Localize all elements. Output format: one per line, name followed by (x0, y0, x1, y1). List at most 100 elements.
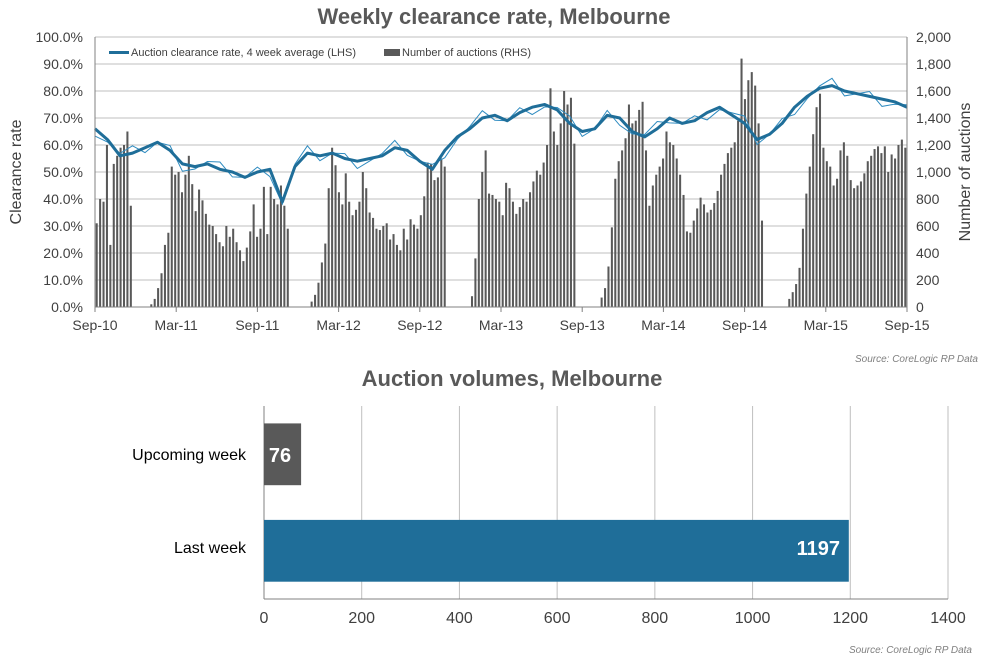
auction-bar (259, 228, 262, 307)
auction-bar (187, 155, 190, 307)
auction-bar (699, 197, 702, 307)
x-tick-label: Mar-12 (316, 317, 361, 333)
auction-bar (900, 139, 903, 307)
auction-bar (631, 123, 634, 308)
auction-bar (102, 201, 105, 307)
auction-bar (235, 242, 238, 307)
clearance-average-line (94, 84, 908, 204)
auction-bar (716, 190, 719, 307)
auction-bar (279, 185, 282, 307)
left-tick-label: 30.0% (43, 218, 83, 234)
auction-bar (805, 193, 808, 307)
auction-bar (600, 297, 603, 307)
x-tick-label: Sep-10 (72, 317, 117, 333)
auction-bar (150, 304, 153, 307)
auction-bar (747, 80, 750, 307)
left-axis-tick-labels: 0.0% 10.0% 20.0% 30.0% 40.0% 50.0% 60.0% 70.0% 8… (36, 29, 83, 315)
auction-bar (163, 244, 166, 307)
clearance-chart: Weekly clearance rate, Melbourne 0.0% 10.… (8, 4, 978, 365)
auction-bar (726, 153, 729, 307)
auction-bar (904, 147, 907, 307)
auction-bar (276, 204, 279, 307)
auction-bar (484, 150, 487, 307)
auction-bar (180, 192, 184, 307)
auction-bar (286, 228, 289, 307)
auction-bar (153, 298, 156, 307)
auction-bar (795, 284, 798, 307)
auction-bar (426, 162, 429, 307)
auction-bar (95, 223, 98, 307)
clearance-chart-source: Source: CoreLogic RP Data (855, 354, 978, 365)
auction-bar (876, 146, 880, 307)
auction-bar (559, 123, 562, 308)
auction-bar (692, 220, 695, 307)
auction-bar (245, 247, 248, 307)
auction-bar (211, 226, 214, 307)
auction-bar (112, 163, 115, 307)
auction-bar (662, 158, 665, 307)
auction-bar (720, 174, 723, 307)
x-tick-label: Mar-15 (804, 317, 849, 333)
weekly-clearance-line (94, 77, 908, 206)
data-label-upcoming-week: 76 (269, 445, 291, 467)
auction-bar (116, 155, 119, 307)
auction-bar (283, 205, 286, 307)
auction-bar (269, 186, 272, 307)
auction-bar (191, 184, 194, 307)
x-tick-label: Sep-15 (884, 317, 929, 333)
auction-bar (119, 147, 122, 307)
volume-x-tick-label: 1400 (930, 610, 966, 627)
auction-bar (361, 172, 364, 307)
auction-bar (317, 282, 320, 307)
auction-bar (853, 188, 856, 307)
auction-bar (532, 181, 535, 307)
auction-bar (825, 161, 828, 307)
auction-bar (897, 145, 900, 307)
auction-bar (672, 145, 675, 307)
auction-bar (679, 174, 682, 307)
auction-bar (198, 189, 201, 307)
auction-bar (812, 134, 815, 307)
auction-bar (430, 163, 433, 307)
auction-bar (870, 155, 873, 307)
auction-bar (539, 174, 542, 307)
auction-bar (262, 186, 265, 307)
auction-bar (610, 227, 613, 307)
auction-bar (696, 208, 699, 307)
auction-bar (682, 194, 685, 307)
auction-bar (511, 201, 514, 307)
auction-bar (440, 158, 443, 307)
auction-bar (218, 242, 221, 307)
auction-bar (880, 153, 883, 307)
auction-bar (675, 158, 678, 307)
right-tick-label: 2,000 (916, 29, 951, 45)
auction-bar (160, 273, 163, 307)
auction-bar (573, 143, 576, 307)
left-tick-label: 20.0% (43, 245, 83, 261)
auction-bar (798, 267, 801, 307)
auction-bar (273, 199, 276, 307)
volume-chart-title: Auction volumes, Melbourne (362, 366, 663, 391)
auction-bar (689, 232, 692, 307)
right-axis-title: Number of auctions (957, 103, 974, 242)
auction-bar (242, 261, 245, 307)
auction-bar (334, 165, 337, 307)
left-tick-label: 80.0% (43, 83, 83, 99)
auction-bar (324, 243, 327, 307)
right-tick-label: 200 (916, 272, 940, 288)
auction-bar (481, 172, 484, 307)
auction-bar (528, 192, 532, 307)
auction-bar (126, 131, 129, 307)
auction-bar (399, 250, 402, 307)
x-tick-label: Mar-13 (479, 317, 524, 333)
volume-x-tick-labels: 0 200 400 600 800 1000 1200 1400 (260, 610, 966, 627)
auction-bar (624, 138, 627, 307)
auction-bar (644, 150, 648, 307)
volume-chart: Auction volumes, Melbourne 0 200 400 600 800… (132, 366, 972, 656)
auction-bar (266, 234, 269, 307)
right-tick-label: 600 (916, 218, 940, 234)
auction-bar (887, 172, 890, 307)
category-label-upcoming-week: Upcoming week (132, 447, 247, 464)
volume-x-tick-label: 200 (348, 610, 375, 627)
auction-bar (791, 292, 794, 307)
